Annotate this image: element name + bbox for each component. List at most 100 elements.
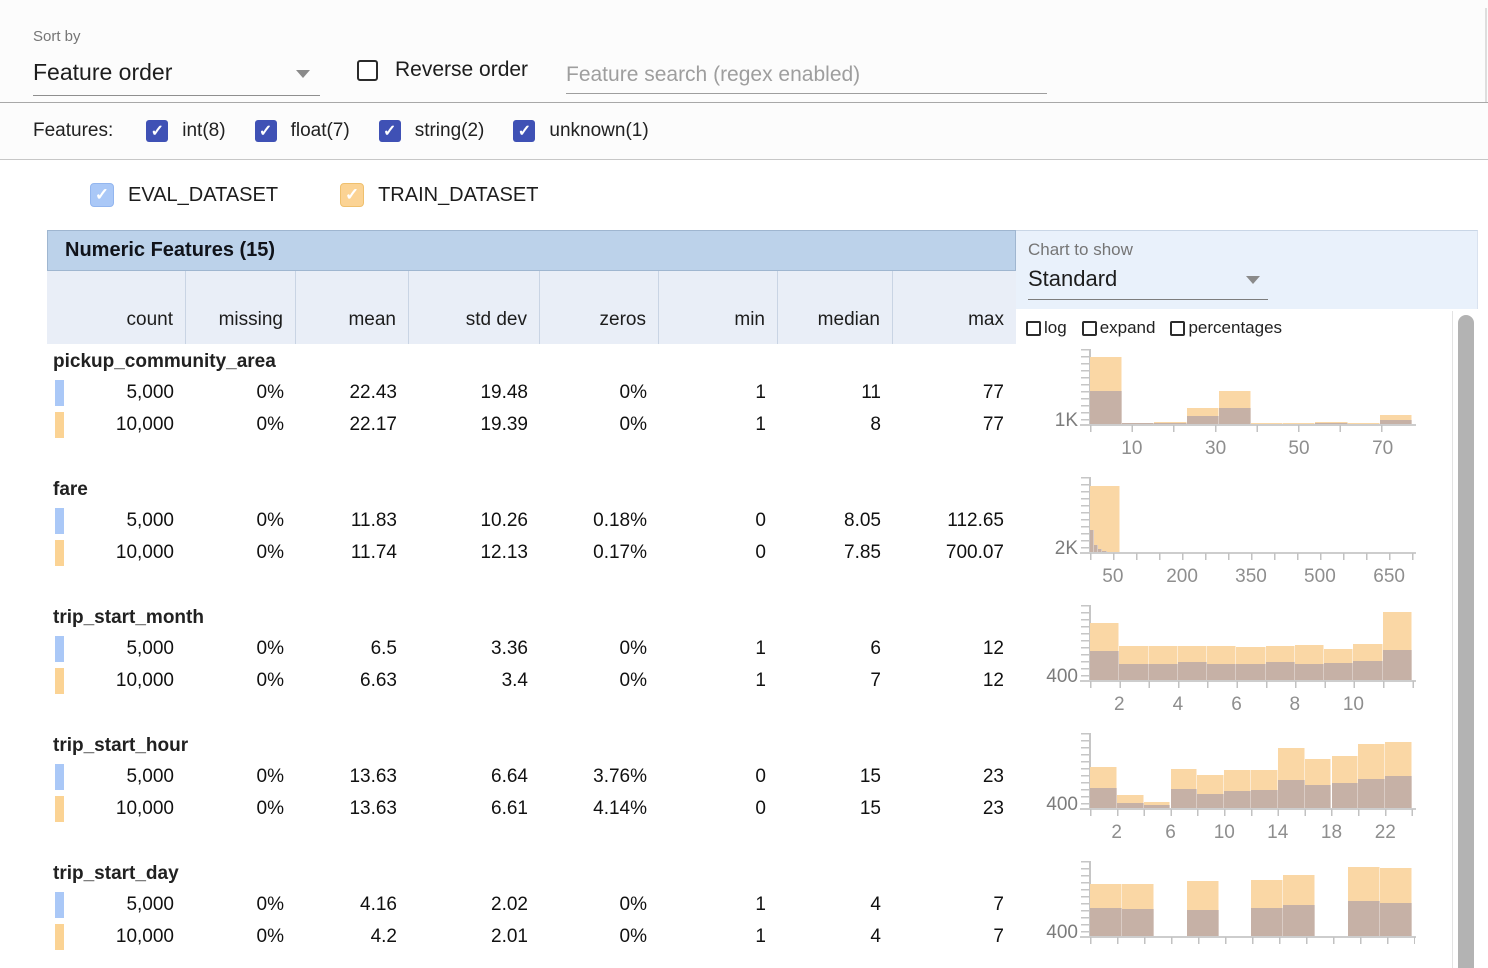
hist-bar: [1294, 605, 1325, 680]
x-axis-ticks: [1090, 425, 1416, 432]
stat-cell: 15: [859, 766, 881, 787]
chart-type-select[interactable]: Standard: [1028, 264, 1268, 300]
stat-cell: 11: [861, 382, 881, 403]
int-checkbox[interactable]: ✓: [146, 120, 169, 142]
log-toggle[interactable]: log: [1026, 318, 1067, 338]
stat-cell: 22.17: [349, 414, 397, 435]
stat-cell: 0.18%: [593, 510, 647, 531]
expand-toggle[interactable]: expand: [1081, 318, 1155, 338]
train-dataset-checkbox[interactable]: ✓: [340, 183, 365, 207]
feature-stats: trip_start_month 5,000 0% 6.5 3.36 0% 1 6 12 10,0…: [47, 605, 1016, 733]
hist-bar: [1304, 733, 1332, 808]
eval-color-chip: [55, 764, 64, 790]
filter-string[interactable]: ✓ string(2): [378, 120, 484, 142]
hist-bar: [1353, 605, 1383, 680]
hist-bar-overlap: [1379, 419, 1412, 424]
hist-bar-overlap: [1116, 802, 1144, 808]
stat-cell: 0.17%: [593, 542, 647, 563]
hist-bar-overlap: [1347, 900, 1380, 936]
stat-cell: 4.16: [360, 894, 397, 915]
percentages-checkbox[interactable]: [1170, 320, 1186, 336]
log-checkbox[interactable]: [1026, 320, 1041, 336]
hist-bar-overlap: [1122, 423, 1155, 424]
x-tick-label: 6: [1165, 822, 1176, 843]
stat-row: 5,000 0% 11.83 10.26 0.18% 0 8.05 112.65: [47, 505, 1016, 537]
stat-cell: 0%: [256, 766, 284, 787]
hist-bar-overlap: [1097, 549, 1102, 552]
stat-cell: 0%: [256, 798, 284, 819]
float-checkbox[interactable]: ✓: [254, 120, 277, 142]
stat-cell: 6.5: [370, 638, 397, 659]
feature-name: pickup_community_area: [53, 351, 276, 372]
log-label: log: [1044, 318, 1067, 337]
x-tick-label: 18: [1320, 822, 1343, 843]
hist-bar: [1186, 861, 1219, 936]
expand-checkbox[interactable]: [1081, 320, 1097, 336]
stat-cell: 4: [870, 926, 881, 947]
chevron-down-icon: [1246, 276, 1260, 284]
filter-float[interactable]: ✓ float(7): [254, 120, 350, 142]
x-tick-label: 200: [1166, 566, 1198, 587]
scrollbar-thumb[interactable]: [1458, 315, 1474, 968]
hist-bar: [1197, 733, 1225, 808]
y-axis-ticks: [1081, 733, 1090, 808]
train-dataset-toggle[interactable]: ✓ TRAIN_DATASET: [340, 183, 538, 207]
percentages-toggle[interactable]: percentages: [1170, 318, 1282, 338]
eval-dataset-checkbox[interactable]: ✓: [90, 183, 114, 207]
hist-bar-overlap: [1186, 909, 1219, 936]
hist-bar: [1324, 605, 1354, 680]
string-checkbox[interactable]: ✓: [378, 120, 401, 142]
feature-search-input[interactable]: [566, 56, 1047, 94]
eval-dataset-toggle[interactable]: ✓ EVAL_DATASET: [90, 183, 278, 207]
hist-bar: [1154, 349, 1187, 424]
stat-cell: 0%: [256, 414, 284, 435]
hist-bar: [1224, 733, 1251, 808]
x-tick-label: 6: [1231, 694, 1242, 715]
reverse-order-toggle[interactable]: Reverse order: [357, 58, 528, 82]
feature-stats: fare 5,000 0% 11.83 10.26 0.18% 0 8.05 112.65 10,…: [47, 477, 1016, 605]
x-tick-label: 8: [1289, 694, 1301, 715]
hist-bar: [1315, 861, 1347, 936]
hist-bar-train: [1090, 486, 1120, 552]
hist-y-axis: 400: [1016, 733, 1090, 861]
hist-bar-overlap: [1119, 664, 1149, 680]
hist-bar-overlap: [1324, 662, 1354, 680]
stat-row: 10,000 0% 11.74 12.13 0.17% 0 7.85 700.07: [47, 537, 1016, 569]
hist-plot: 50 200 350 500 650: [1080, 477, 1416, 587]
hist-bar-overlap: [1090, 787, 1117, 808]
x-tick-label: 50: [1288, 438, 1310, 459]
y-axis-ticks: [1081, 349, 1090, 424]
stat-cell: 1: [755, 926, 766, 947]
sort-by-select[interactable]: Feature order: [33, 56, 320, 96]
stat-cell: 77: [982, 382, 1004, 403]
hist-bar-overlap: [1101, 550, 1108, 552]
hist-bar: [1218, 349, 1251, 424]
reverse-order-checkbox[interactable]: [357, 59, 378, 81]
hist-bar-overlap: [1358, 778, 1386, 808]
x-tick-label: 70: [1372, 438, 1394, 459]
stat-cell: 0%: [619, 894, 647, 915]
stat-cell: 8: [870, 414, 881, 435]
feature-histogram: 400 2 4 6 8 10: [1016, 605, 1436, 733]
stat-cell: 1: [755, 382, 766, 403]
x-tick-label: 2: [1114, 694, 1125, 715]
chart-type-value: Standard: [1028, 266, 1118, 291]
stat-row: 10,000 0% 4.2 2.01 0% 1 4 7: [47, 921, 1016, 953]
hist-bar-overlap: [1143, 805, 1171, 808]
eval-color-chip: [55, 380, 64, 406]
unknown-checkbox[interactable]: ✓: [513, 120, 536, 142]
stat-cell: 3.4: [501, 670, 528, 691]
train-dataset-label: TRAIN_DATASET: [378, 183, 539, 206]
hist-bar: [1379, 861, 1412, 936]
stat-cell: 0%: [619, 414, 647, 435]
y-axis-ticks: [1081, 861, 1090, 936]
stat-cell: 10,000: [115, 798, 174, 819]
filter-int[interactable]: ✓ int(8): [146, 120, 226, 142]
hist-bar: [1219, 861, 1251, 936]
stat-cell: 10,000: [115, 414, 174, 435]
filter-unknown[interactable]: ✓ unknown(1): [513, 120, 649, 142]
hist-bar: [1177, 605, 1208, 680]
x-tick-label: 22: [1374, 822, 1396, 843]
feature-block: trip_start_hour 5,000 0% 13.63 6.64 3.76% 0 15 2…: [47, 733, 1488, 861]
hist-bar: [1251, 733, 1278, 808]
